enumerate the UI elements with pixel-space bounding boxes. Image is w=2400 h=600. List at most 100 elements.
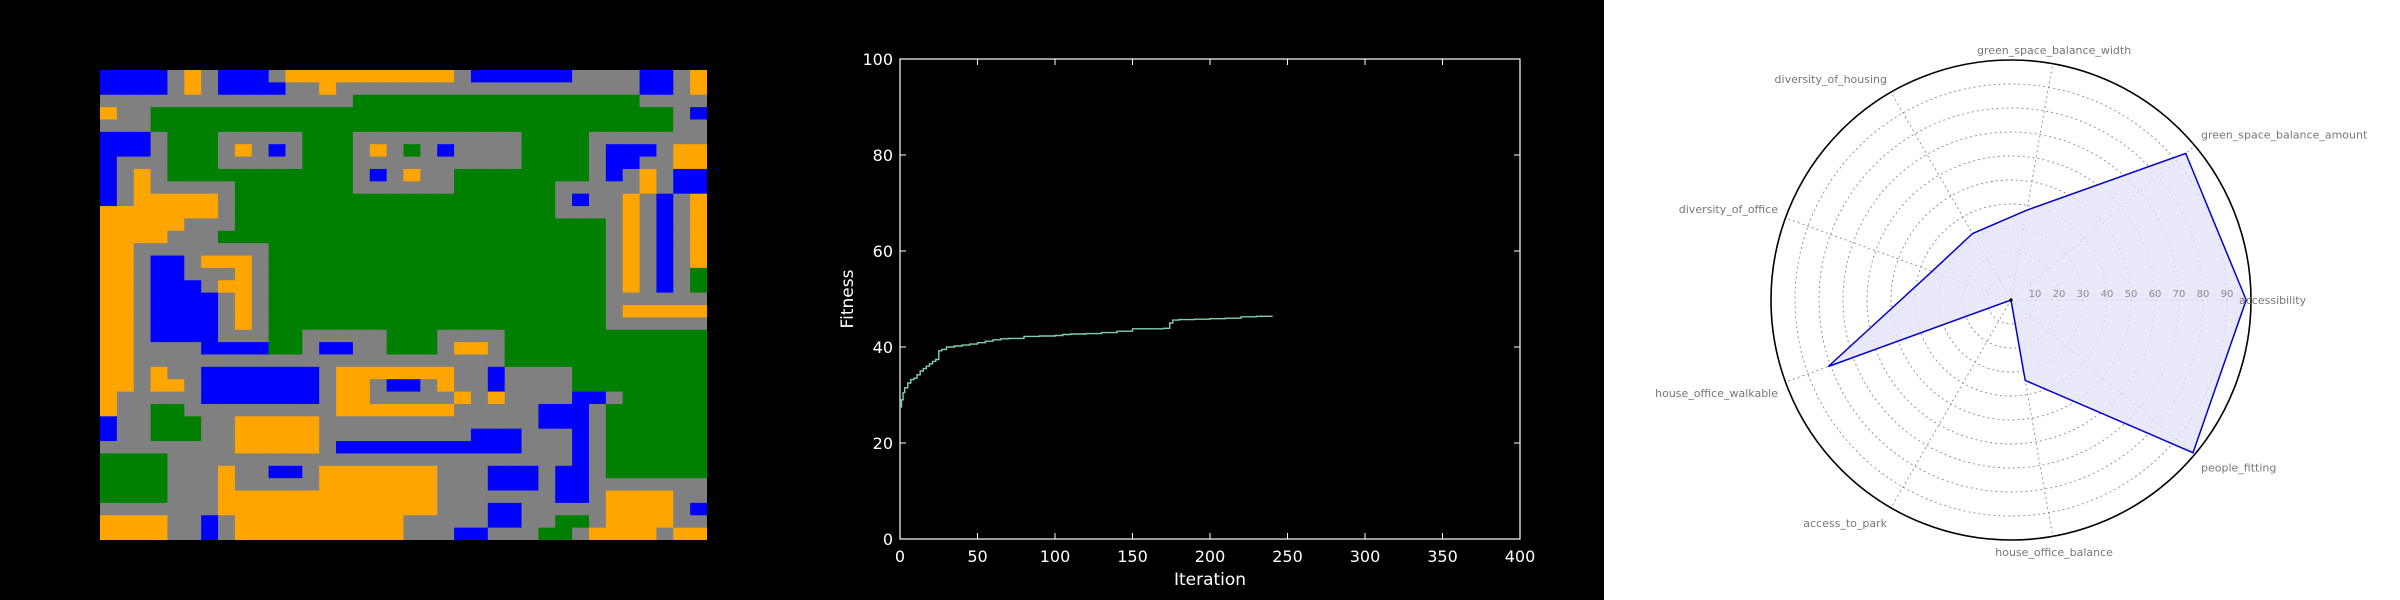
grid-cell	[673, 465, 691, 479]
grid-cell	[588, 366, 607, 380]
grid-cell	[437, 230, 455, 244]
grid-cell	[656, 416, 674, 430]
grid-cell	[234, 305, 253, 318]
grid-cell	[234, 317, 253, 331]
grid-cell	[116, 305, 135, 318]
grid-cell	[369, 131, 388, 145]
grid-cell	[487, 131, 506, 145]
grid-cell	[504, 329, 523, 343]
grid-cell	[454, 391, 472, 405]
grid-cell	[251, 441, 270, 455]
grid-cell	[319, 267, 337, 281]
grid-cell	[201, 403, 219, 417]
grid-cell	[605, 280, 624, 294]
grid-cell	[656, 465, 674, 479]
grid-cell	[201, 490, 219, 504]
grid-cell	[386, 527, 405, 540]
grid-cell	[470, 119, 489, 133]
grid-cell	[386, 453, 405, 467]
grid-cell	[639, 70, 658, 83]
radar-center	[2009, 298, 2013, 302]
grid-cell	[690, 292, 707, 306]
grid-cell	[251, 527, 270, 540]
grid-cell	[622, 119, 641, 133]
grid-cell	[605, 342, 624, 356]
grid-cell	[184, 317, 202, 331]
grid-cell	[588, 342, 607, 356]
grid-cell	[336, 441, 354, 455]
grid-cell	[437, 354, 455, 368]
radar-tick-label: 10	[2029, 289, 2042, 300]
grid-cell	[454, 465, 472, 479]
grid-cell	[319, 119, 337, 133]
grid-cell	[116, 119, 135, 133]
grid-cell	[504, 317, 523, 331]
grid-cell	[100, 243, 118, 257]
grid-cell	[386, 168, 405, 182]
grid-cell	[150, 107, 169, 121]
grid-cell	[420, 156, 438, 170]
grid-cell	[572, 218, 590, 232]
grid-cell	[454, 329, 472, 343]
grid-cell	[673, 218, 691, 232]
grid-cell	[437, 416, 455, 430]
grid-cell	[268, 218, 287, 232]
grid-cell	[588, 478, 607, 492]
grid-cell	[538, 94, 556, 108]
grid-cell	[470, 317, 489, 331]
grid-cell	[673, 243, 691, 257]
grid-cell	[167, 255, 185, 269]
grid-cell	[150, 490, 169, 504]
grid-cell	[622, 267, 641, 281]
grid-cell	[268, 230, 287, 244]
grid-cell	[538, 317, 556, 331]
grid-cell	[639, 107, 658, 121]
grid-cell	[572, 280, 590, 294]
grid-cell	[538, 453, 556, 467]
grid-cell	[639, 342, 658, 356]
grid-cell	[538, 403, 556, 417]
grid-cell	[420, 527, 438, 540]
grid-cell	[588, 391, 607, 405]
grid-cell	[639, 515, 658, 529]
grid-cell	[116, 391, 135, 405]
grid-cell	[437, 490, 455, 504]
grid-cell	[201, 156, 219, 170]
grid-cell	[336, 70, 354, 83]
radar-tick-label: 70	[2173, 289, 2186, 300]
grid-cell	[639, 243, 658, 257]
grid-cell	[521, 280, 539, 294]
grid-cell	[234, 70, 253, 83]
grid-cell	[218, 478, 236, 492]
grid-cell	[285, 206, 303, 220]
grid-cell	[470, 329, 489, 343]
grid-cell	[150, 82, 169, 96]
grid-cell	[403, 230, 421, 244]
grid-cell	[133, 366, 152, 380]
grid-cell	[336, 193, 354, 207]
grid-cell	[538, 527, 556, 540]
grid-cell	[133, 502, 152, 516]
x-tick-label: 50	[967, 547, 987, 566]
grid-cell	[268, 156, 287, 170]
grid-cell	[302, 416, 320, 430]
grid-cell	[369, 515, 388, 529]
grid-cell	[133, 107, 152, 121]
grid-cell	[302, 70, 320, 83]
grid-cell	[116, 490, 135, 504]
grid-cell	[336, 515, 354, 529]
grid-cell	[133, 453, 152, 467]
grid-cell	[251, 502, 270, 516]
grid-cell	[285, 181, 303, 195]
grid-cell	[251, 131, 270, 145]
grid-cell	[555, 292, 573, 306]
grid-cell	[690, 354, 707, 368]
grid-cell	[403, 292, 421, 306]
grid-cell	[268, 453, 287, 467]
grid-cell	[369, 379, 388, 393]
grid-cell	[538, 193, 556, 207]
grid-cell	[251, 478, 270, 492]
grid-cell	[319, 354, 337, 368]
grid-cell	[352, 255, 371, 269]
grid-cell	[656, 354, 674, 368]
